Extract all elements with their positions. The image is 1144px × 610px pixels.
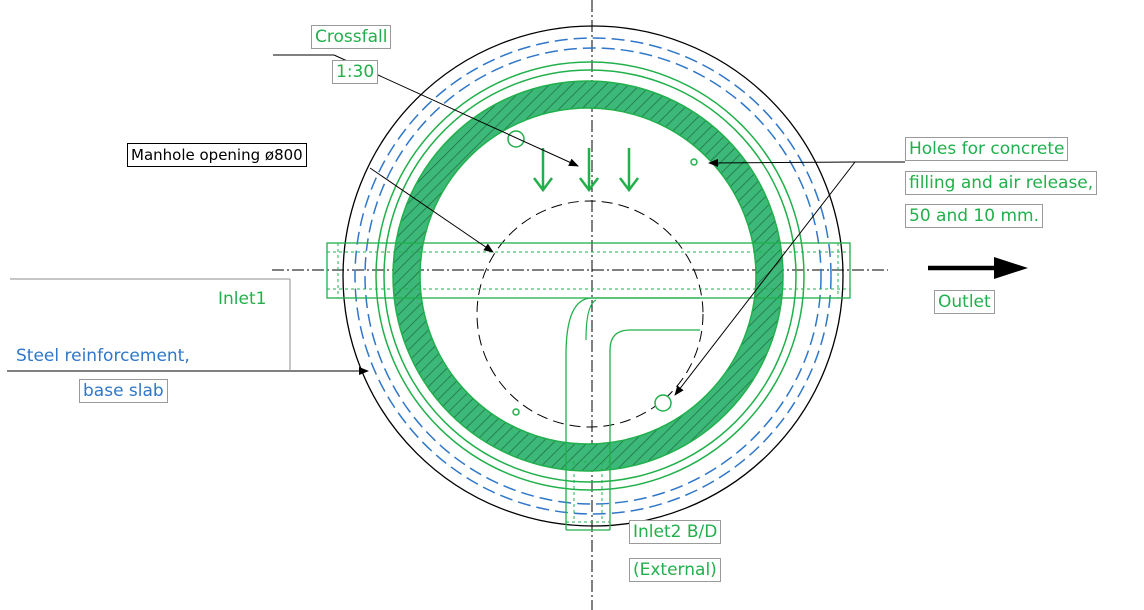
manhole-opening-label: Manhole opening ø800 xyxy=(127,143,307,167)
inlet2-label-line1: Inlet2 B/D xyxy=(629,520,722,544)
inlet2-label-line2: (External) xyxy=(629,558,721,582)
crossfall-value-label: 1:30 xyxy=(332,60,379,84)
base-slab-outline xyxy=(342,25,844,527)
steel-reinforcement-label-line1: Steel reinforcement, xyxy=(14,345,192,367)
outer-wall-circle xyxy=(375,61,805,491)
label-connector-lines xyxy=(10,278,291,371)
holes-label-line3: 50 and 10 mm. xyxy=(905,204,1043,228)
outlet-label: Outlet xyxy=(934,290,995,314)
outlet-arrow xyxy=(928,257,1028,279)
manhole-opening-circle xyxy=(476,200,704,428)
inlet2-bend-cap xyxy=(585,299,597,341)
hole-50mm-bottom xyxy=(654,394,672,412)
steel-reinforcement-label-line2: base slab xyxy=(79,379,168,403)
hole-10mm-top xyxy=(690,158,698,166)
inlet2-bend-outer xyxy=(565,297,700,530)
inner-wall-circle xyxy=(419,107,757,445)
reinforcement-ring-outer xyxy=(354,37,832,515)
concrete-filling-ring xyxy=(392,80,784,472)
holes-label-line2: filling and air release, xyxy=(905,171,1098,195)
inlet2-bend-inner xyxy=(609,329,700,530)
reinforcement-ring-inner xyxy=(364,47,822,505)
crossfall-label: Crossfall xyxy=(311,25,392,49)
inlet1-label: Inlet1 xyxy=(216,288,269,310)
hole-50mm-top xyxy=(507,130,525,148)
hole-10mm-bottom xyxy=(512,408,520,416)
holes-label-line1: Holes for concrete xyxy=(905,137,1069,161)
crossfall-arrows xyxy=(533,148,639,193)
leader-lines xyxy=(7,54,905,396)
wall-circle xyxy=(383,69,797,483)
